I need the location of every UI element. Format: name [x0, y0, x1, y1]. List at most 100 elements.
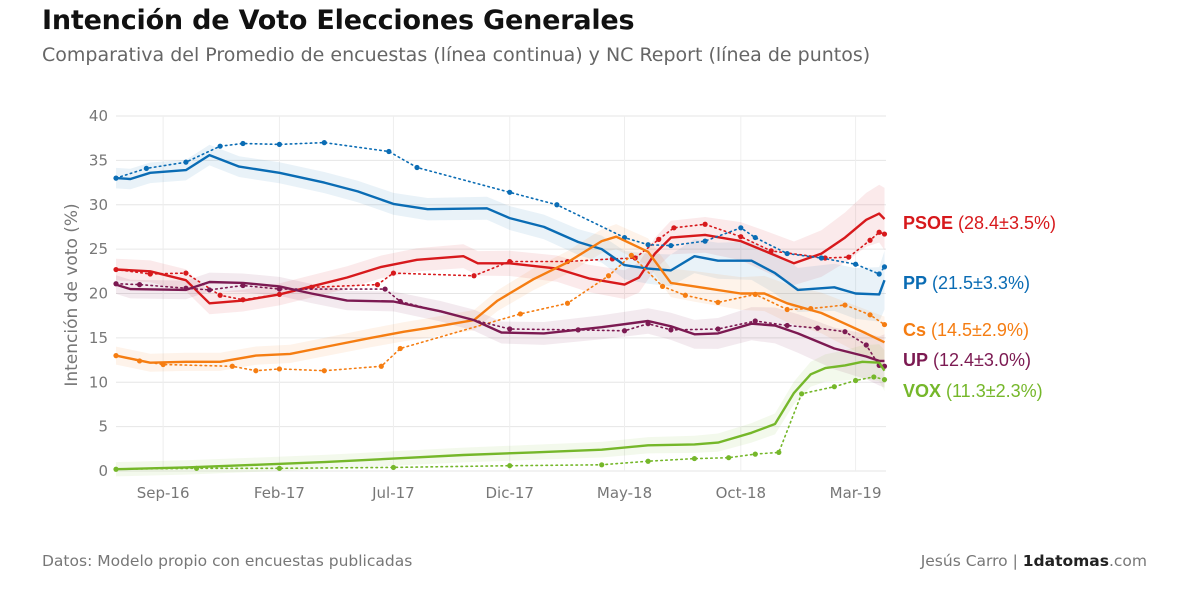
vox-nc-report-point: [726, 455, 732, 461]
series-name: PSOE: [903, 213, 953, 233]
series-name: VOX: [903, 381, 941, 401]
cs-nc-report-point: [276, 366, 283, 372]
x-tick-label: Mar-19: [830, 484, 882, 502]
cs-average-line: [115, 235, 886, 364]
pp-nc-report-point: [752, 234, 758, 241]
pp-nc-report-point: [386, 148, 392, 155]
pp-nc-report-point: [784, 250, 790, 257]
series-value: (21.5±3.3%): [927, 273, 1030, 293]
brand-name: 1datomas: [1022, 552, 1109, 570]
cs-nc-report-point: [628, 252, 634, 258]
psoe-nc-report-point: [702, 221, 708, 227]
pp-nc-report-point: [507, 189, 513, 195]
vox-nc-report-point: [691, 455, 698, 462]
psoe-average-line: [115, 212, 886, 305]
pp-nc-report-point: [645, 242, 651, 248]
pp-nc-report-point: [738, 225, 744, 231]
y-tick-label: 15: [89, 329, 108, 347]
pp-nc-report-point: [143, 165, 150, 171]
cs-nc-report-point: [397, 345, 403, 352]
brand-domain: .com: [1108, 552, 1147, 570]
y-tick-label: 30: [89, 196, 108, 214]
up-nc-report-point: [206, 287, 213, 293]
x-tick-label: Sep-16: [137, 484, 190, 502]
cs-nc-report-point: [605, 273, 612, 279]
pp-nc-report-point: [818, 255, 824, 261]
pp-nc-report-point: [702, 238, 708, 244]
pp-end-label: PP (21.5±3.3%): [903, 273, 1030, 293]
cs-nc-report-point: [321, 368, 327, 374]
x-tick-label: Dic-17: [486, 484, 534, 502]
pp-nc-report-point: [414, 164, 420, 171]
pp-nc-report-point: [881, 264, 888, 270]
cs-nc-report-point: [784, 306, 790, 313]
axis-ticks: 0 5 10 15 20 25 30 35 40 Sep-16 Feb-17 Jul-17 Dic-17…: [89, 107, 882, 502]
pp-nc-report-point: [183, 159, 189, 165]
vox-nc-report-point: [831, 384, 837, 390]
cs-nc-report-point: [715, 299, 721, 305]
psoe-nc-report-point: [671, 225, 677, 231]
pp-average-line: [115, 153, 886, 296]
up-nc-report-point: [507, 326, 513, 332]
psoe-band: [116, 184, 885, 315]
pp-nc-report-point: [321, 140, 327, 146]
series-name: UP: [903, 350, 928, 370]
vox-nc-report-point: [871, 374, 877, 380]
y-tick-label: 25: [89, 240, 108, 258]
pp-nc-report-point: [554, 202, 560, 208]
cs-nc-report-point: [564, 300, 571, 306]
series-value: (14.5±2.9%): [926, 320, 1029, 340]
psoe-end-label: PSOE (28.4±3.5%): [903, 213, 1056, 233]
chart-title: Intención de Voto Elecciones Generales: [42, 5, 635, 36]
up-nc-report-point: [752, 318, 758, 324]
vox-nc-report-point: [276, 465, 283, 471]
data-source-note: Datos: Modelo propio con encuestas publi…: [42, 552, 413, 570]
psoe-nc-report-point: [846, 254, 852, 260]
pp-nc-report-point: [217, 143, 223, 149]
cs-nc-report-point: [867, 312, 873, 318]
vox-average-line: [115, 360, 886, 471]
cs-nc-report-point: [253, 368, 259, 374]
pp-band: [116, 144, 885, 322]
vox-nc-report-point: [776, 449, 782, 455]
psoe-nc-report-point: [471, 273, 477, 279]
pp-nc-report-point: [276, 141, 283, 147]
cs-nc-report-point: [881, 321, 888, 328]
y-tick-label: 40: [89, 107, 108, 125]
series-value: (12.4±3.0%): [928, 350, 1031, 370]
vox-nc-report-point: [645, 458, 651, 464]
series-lines: [113, 140, 888, 472]
y-tick-label: 20: [89, 285, 108, 303]
series-end-labels: PSOE (28.4±3.5%) PP (21.5±3.3%) Cs (14.5±2…: [903, 213, 1056, 401]
psoe-nc-report-point: [738, 234, 744, 240]
vox-nc-report-point: [752, 451, 758, 457]
vox-nc-report-point: [599, 462, 605, 468]
psoe-nc-report-point: [881, 231, 888, 237]
up-average-line: [115, 280, 885, 363]
cs-nc-report-point: [682, 292, 688, 298]
x-tick-label: May-18: [597, 484, 652, 502]
series-value: (28.4±3.5%): [953, 213, 1056, 233]
cs-nc-report-point: [378, 363, 384, 369]
up-nc-report-point: [668, 327, 674, 333]
vox-nc-report-point: [390, 464, 397, 471]
psoe-nc-report-point: [390, 270, 397, 276]
psoe-nc-report-line: [115, 223, 886, 301]
psoe-nc-report-point: [183, 270, 189, 276]
vox-nc-report-point: [113, 466, 119, 472]
up-nc-report-point: [784, 322, 790, 329]
cs-nc-report-point: [229, 363, 235, 369]
up-nc-report-point: [814, 325, 821, 331]
vox-nc-report-line: [115, 376, 886, 470]
grid-lines: [116, 115, 886, 472]
vox-nc-report-point: [507, 463, 513, 469]
vox-nc-report-point: [852, 377, 859, 384]
up-nc-report-point: [715, 326, 721, 332]
x-tick-label: Oct-18: [716, 484, 766, 502]
psoe-nc-report-point: [876, 229, 882, 235]
y-tick-label: 10: [89, 373, 108, 391]
psoe-nc-report-point: [656, 236, 662, 242]
chart-subtitle: Comparativa del Promedio de encuestas (l…: [42, 44, 871, 66]
x-tick-label: Jul-17: [371, 484, 415, 502]
